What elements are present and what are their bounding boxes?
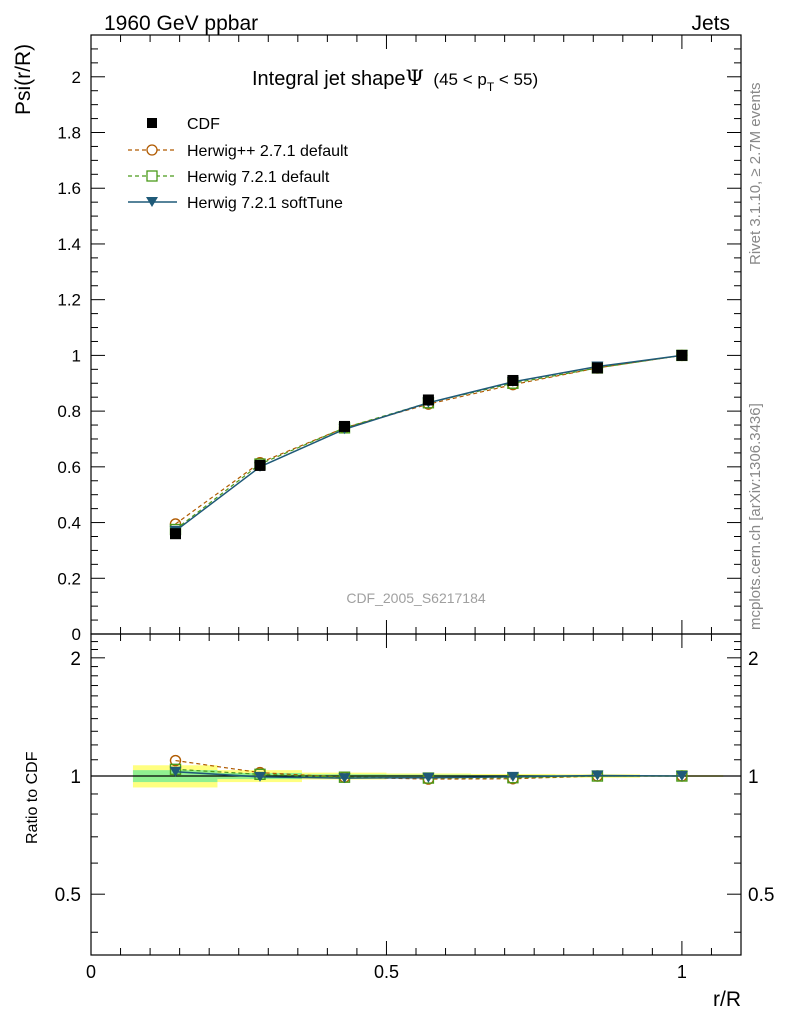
plot-title-subscript: T [487, 80, 495, 94]
rivet-label: Rivet 3.1.10, ≥ 2.7M events [747, 83, 764, 266]
legend-label-herwigpp: Herwig++ 2.7.1 default [187, 143, 349, 160]
plot-title: Integral jet shapeΨ (45 < pT < 55) [252, 66, 538, 94]
main-y-tick-label: 1.2 [57, 291, 81, 310]
plot-title-main: Integral jet shape [252, 68, 405, 90]
ratio-point-softtune [169, 766, 182, 777]
ratio-point-softtune [422, 772, 435, 783]
ratio-point-softtune [254, 771, 266, 782]
legend-label-herwig721: Herwig 7.2.1 default [187, 169, 330, 186]
main-point-cdf [254, 459, 266, 471]
main-y-tick-label: 1.4 [57, 235, 81, 254]
ratio-x-ticks: 0 0.5 1 [86, 634, 742, 982]
main-point-cdf [422, 394, 434, 406]
legend-marker-softtune [146, 197, 158, 207]
main-y-tick-label: 1 [72, 346, 81, 365]
main-x-ticks [90, 35, 742, 634]
ratio-y-ticks: 0.5 0.5 1 1 2 2 [55, 641, 774, 933]
mcplots-label: mcplots.cern.ch [arXiv:1306.3436] [747, 403, 764, 630]
main-point-cdf [591, 362, 603, 374]
plot-title-symbol: Ψ [405, 66, 423, 90]
ratio-point-herwigpp [169, 754, 182, 767]
main-point-cdf [507, 374, 519, 386]
x-tick-label: 1 [677, 962, 687, 982]
header-energy-label: 1960 GeV ppbar [104, 12, 258, 35]
ratio-point-softtune [591, 770, 604, 781]
ratio-point-softtune [506, 771, 519, 782]
main-point-cdf [339, 420, 350, 432]
ratio-y-tick-label-left: 1 [70, 767, 81, 788]
legend: CDF Herwig++ 2.7.1 default Herwig 7.2.1 … [128, 116, 349, 212]
main-y-tick-label: 2 [72, 68, 81, 87]
legend-marker-herwigpp [146, 144, 158, 156]
ratio-y-tick-label-right: 1 [748, 767, 759, 788]
legend-marker-cdf [147, 118, 157, 128]
x-tick-label: 0.5 [374, 962, 399, 982]
ratio-series-group [91, 754, 741, 785]
main-y-tick-label: 0.8 [57, 402, 81, 421]
main-point-cdf [676, 349, 688, 361]
legend-label-cdf: CDF [187, 116, 220, 133]
legend-entry-softtune: Herwig 7.2.1 softTune [128, 195, 343, 212]
legend-entry-cdf: CDF [147, 116, 220, 133]
main-y-tick-label: 0.4 [57, 514, 81, 533]
main-line-herwig721 [175, 354, 682, 530]
watermark-label: CDF_2005_S6217184 [346, 590, 486, 606]
legend-marker-herwig721 [146, 170, 158, 182]
plot-title-range: (45 < p [433, 70, 486, 89]
ratio-panel: 0.5 0.51 12 2 0 0.5 1 Ratio to CDF r/R [24, 633, 774, 1011]
main-y-tick-label: 0.2 [57, 569, 81, 588]
main-y-tick-label: 0.6 [57, 458, 81, 477]
main-y-tick-label: 1.8 [57, 124, 81, 143]
header-process-label: Jets [691, 12, 730, 35]
main-y-ticks: 0 0.2 0.4 0.6 0.8 1 1.2 1.4 1.6 1.8 2 [57, 48, 741, 644]
x-axis-label: r/R [713, 988, 741, 1011]
x-tick-label: 0 [86, 962, 96, 982]
ratio-point-softtune [338, 773, 351, 784]
ratio-y-axis-label: Ratio to CDF [24, 751, 41, 844]
main-series-group [169, 349, 688, 540]
main-line-softtune [175, 354, 683, 532]
ratio-y-tick-label-right: 2 [748, 649, 759, 670]
ratio-panel-frame [90, 633, 742, 956]
ratio-y-tick-label-right: 0.5 [748, 885, 774, 906]
legend-entry-herwigpp: Herwig++ 2.7.1 default [128, 143, 349, 160]
main-y-tick-label: 0 [72, 625, 81, 644]
main-panel: 0 0.2 0.4 0.6 0.8 1 1.2 1.4 1.6 1.8 2 Psi(r/R) Int… [12, 34, 742, 644]
main-y-axis-label: Psi(r/R) [12, 44, 35, 115]
ratio-y-tick-label-left: 2 [70, 649, 81, 670]
legend-label-softtune: Herwig 7.2.1 softTune [187, 195, 343, 212]
main-line-herwigpp [175, 354, 682, 525]
ratio-y-tick-label-left: 0.5 [55, 885, 81, 906]
main-point-cdf [170, 528, 181, 540]
ratio-point-softtune [675, 771, 688, 782]
plot-title-range-end: < 55) [494, 70, 538, 89]
legend-entry-herwig721: Herwig 7.2.1 default [128, 169, 330, 186]
main-y-tick-label: 1.6 [57, 179, 81, 198]
